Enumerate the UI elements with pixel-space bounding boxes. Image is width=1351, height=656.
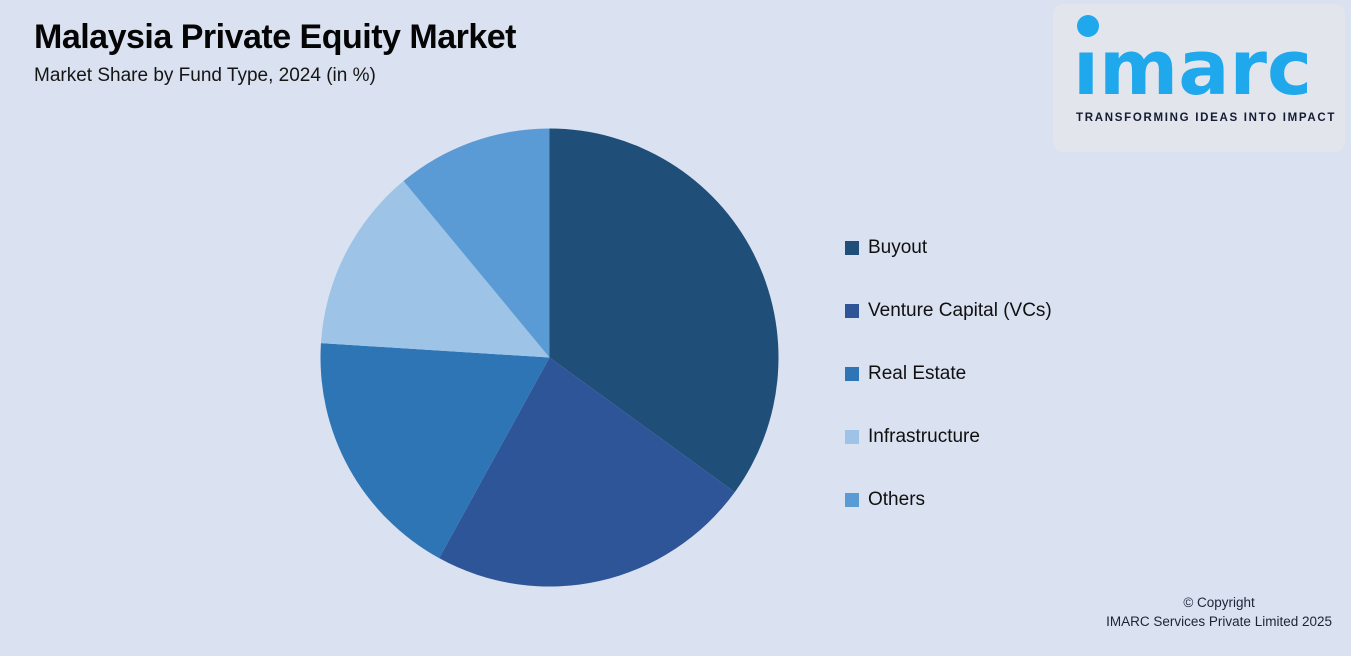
legend-label: Others bbox=[868, 488, 926, 510]
pie-slice-infrastructure bbox=[320, 181, 550, 358]
legend-swatch-icon bbox=[845, 303, 859, 318]
legend-item: Venture Capital (VCs) bbox=[845, 300, 1052, 321]
pie-slice-real-estate bbox=[320, 343, 550, 559]
page-title: Malaysia Private Equity Market bbox=[34, 18, 517, 56]
copyright-line1: © Copyright bbox=[1183, 594, 1255, 610]
legend-item: Real Estate bbox=[845, 363, 1052, 384]
imarc-logo: ımarc TRANSFORMING IDEAS INTO IMPACT bbox=[1053, 4, 1345, 152]
legend-item: Others bbox=[845, 489, 1052, 510]
imarc-tagline: TRANSFORMING IDEAS INTO IMPACT bbox=[1076, 112, 1337, 124]
legend-item: Buyout bbox=[845, 237, 1052, 258]
legend-item: Infrastructure bbox=[845, 426, 1052, 447]
imarc-wordmark: ımarc bbox=[1073, 23, 1313, 112]
legend: Buyout Venture Capital (VCs) Real Estate In… bbox=[845, 237, 1052, 552]
copyright-line2: IMARC Services Private Limited 2025 bbox=[1106, 614, 1332, 630]
imarc-logo-dot-icon bbox=[1077, 15, 1099, 37]
pie-slice-venture-capital-vcs bbox=[439, 357, 735, 587]
legend-swatch-icon bbox=[845, 429, 859, 444]
pie-slice-buyout bbox=[549, 128, 779, 493]
legend-swatch-icon bbox=[845, 366, 859, 381]
legend-swatch-icon bbox=[845, 240, 859, 255]
legend-label: Real Estate bbox=[868, 362, 967, 384]
header: Malaysia Private Equity Market Market Sh… bbox=[34, 18, 517, 88]
legend-label: Venture Capital (VCs) bbox=[868, 299, 1052, 321]
legend-swatch-icon bbox=[845, 492, 859, 507]
legend-label: Infrastructure bbox=[868, 425, 980, 447]
page-subtitle: Market Share by Fund Type, 2024 (in %) bbox=[34, 65, 376, 87]
legend-label: Buyout bbox=[868, 236, 928, 258]
copyright: © Copyright IMARC Services Private Limit… bbox=[1106, 593, 1332, 632]
pie-slice-others bbox=[403, 128, 550, 358]
